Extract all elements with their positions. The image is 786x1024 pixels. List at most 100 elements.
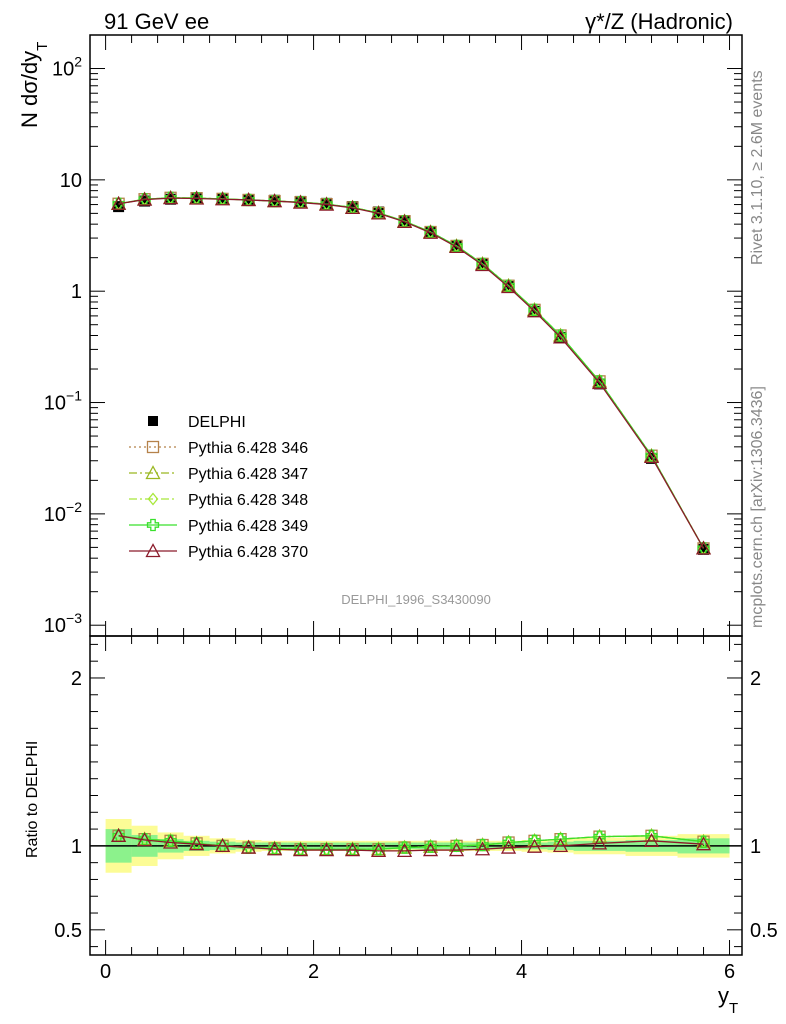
series-5 xyxy=(111,190,712,555)
data-point xyxy=(697,835,710,848)
data-point xyxy=(240,839,257,854)
data-point xyxy=(137,832,153,847)
ratio-frame xyxy=(89,635,743,956)
data-point xyxy=(474,841,491,856)
legend-label: Pythia 6.428 349 xyxy=(188,518,308,535)
data-point xyxy=(554,329,567,342)
data-point xyxy=(111,195,127,210)
ratio-y-tick-label-left: 1 xyxy=(71,836,82,858)
data-point xyxy=(214,191,231,206)
data-point xyxy=(146,518,160,532)
data-point xyxy=(145,543,161,558)
data-point xyxy=(500,279,517,294)
data-point xyxy=(698,543,710,555)
data-point xyxy=(695,836,712,851)
main-plot: 10−3 10−2 10−1 1 10 102 xyxy=(44,34,743,637)
data-point xyxy=(321,197,333,209)
data-point xyxy=(113,201,125,213)
x-tick-label: 0 xyxy=(100,961,111,983)
xlabel: yT xyxy=(718,983,738,1017)
ratio-plot: 0 2 4 6 0.5 0.5 1 1 2 2 xyxy=(54,635,778,983)
data-point xyxy=(695,540,712,555)
data-point xyxy=(591,375,608,390)
data-point xyxy=(422,224,439,239)
ratio-y-tick-label-left: 0.5 xyxy=(54,920,82,942)
data-point xyxy=(373,206,385,218)
legend-label: DELPHI xyxy=(188,414,246,431)
legend-label: Pythia 6.428 370 xyxy=(188,544,308,561)
data-point xyxy=(295,195,307,207)
data-point xyxy=(422,842,439,857)
legend-entry-1: Pythia 6.428 346 xyxy=(129,440,308,457)
main-ylabel: N dσ/dyT xyxy=(17,42,51,128)
ratio-y-tick-label-left: 2 xyxy=(71,668,82,690)
data-point xyxy=(344,842,361,857)
data-point xyxy=(188,836,205,851)
data-point xyxy=(240,192,257,207)
data-point xyxy=(476,838,489,852)
data-point xyxy=(188,190,205,205)
x-tick-label: 2 xyxy=(308,961,319,983)
data-point xyxy=(347,201,359,213)
data-point xyxy=(139,195,151,207)
data-point xyxy=(165,193,177,205)
data-point xyxy=(448,239,465,254)
data-point xyxy=(146,440,160,454)
legend-label: Pythia 6.428 347 xyxy=(188,466,308,483)
y-tick-label: 102 xyxy=(52,54,82,81)
data-point xyxy=(474,257,491,272)
data-point xyxy=(162,190,179,205)
legend-entry-4: Pythia 6.428 349 xyxy=(129,518,308,535)
legend: DELPHI Pythia 6.428 346 Pythia 6.428 347 Py… xyxy=(129,414,308,561)
data-point xyxy=(162,834,179,849)
data-point xyxy=(370,843,387,858)
legend-entry-5: Pythia 6.428 370 xyxy=(129,543,308,561)
data-point xyxy=(147,492,159,506)
data-point xyxy=(398,841,411,854)
header-left: 91 GeV ee xyxy=(104,9,209,34)
data-point xyxy=(269,194,281,206)
data-point xyxy=(344,200,361,215)
data-point xyxy=(137,191,153,206)
x-tick-label: 6 xyxy=(724,961,735,983)
data-point xyxy=(318,196,335,211)
data-point xyxy=(526,838,543,853)
data-point xyxy=(214,838,231,853)
data-point xyxy=(370,205,387,220)
data-point xyxy=(292,194,309,209)
data-point xyxy=(526,303,543,318)
data-point xyxy=(318,842,335,857)
site-label: mcplots.cern.ch [arXiv:1306.3436] xyxy=(749,386,766,628)
data-point xyxy=(396,213,413,228)
data-point xyxy=(372,843,385,856)
data-point xyxy=(450,839,463,853)
legend-entry-3: Pythia 6.428 348 xyxy=(129,492,308,509)
series-line xyxy=(118,197,705,549)
data-point xyxy=(591,835,608,850)
y-tick-label: 10−2 xyxy=(44,499,82,526)
ratio-series-line xyxy=(118,835,704,852)
data-point xyxy=(164,834,177,847)
data-point xyxy=(500,839,517,854)
ratio-y-tick-label-right: 1 xyxy=(750,836,761,858)
y-tick-label: 10−1 xyxy=(44,388,82,415)
data-point xyxy=(148,416,158,426)
data-point xyxy=(266,841,283,856)
legend-label: Pythia 6.428 346 xyxy=(188,440,308,457)
data-point xyxy=(646,452,658,464)
legend-entry-0: DELPHI xyxy=(148,414,246,431)
ratio-y-tick-label-right: 2 xyxy=(750,668,761,690)
data-point xyxy=(111,827,127,842)
data-point xyxy=(643,832,660,847)
header-right: γ*/Z (Hadronic) xyxy=(585,9,733,34)
x-tick-label: 4 xyxy=(516,961,527,983)
ratio-series-4 xyxy=(111,827,712,858)
data-point xyxy=(424,840,437,853)
ratio-ylabel: Ratio to DELPHI xyxy=(24,741,41,858)
data-point xyxy=(292,842,309,857)
rivet-label: Rivet 3.1.10, ≥ 2.6M events xyxy=(749,70,766,265)
data-point xyxy=(266,193,283,208)
data-point xyxy=(552,329,569,344)
legend-label: Pythia 6.428 348 xyxy=(188,492,308,509)
